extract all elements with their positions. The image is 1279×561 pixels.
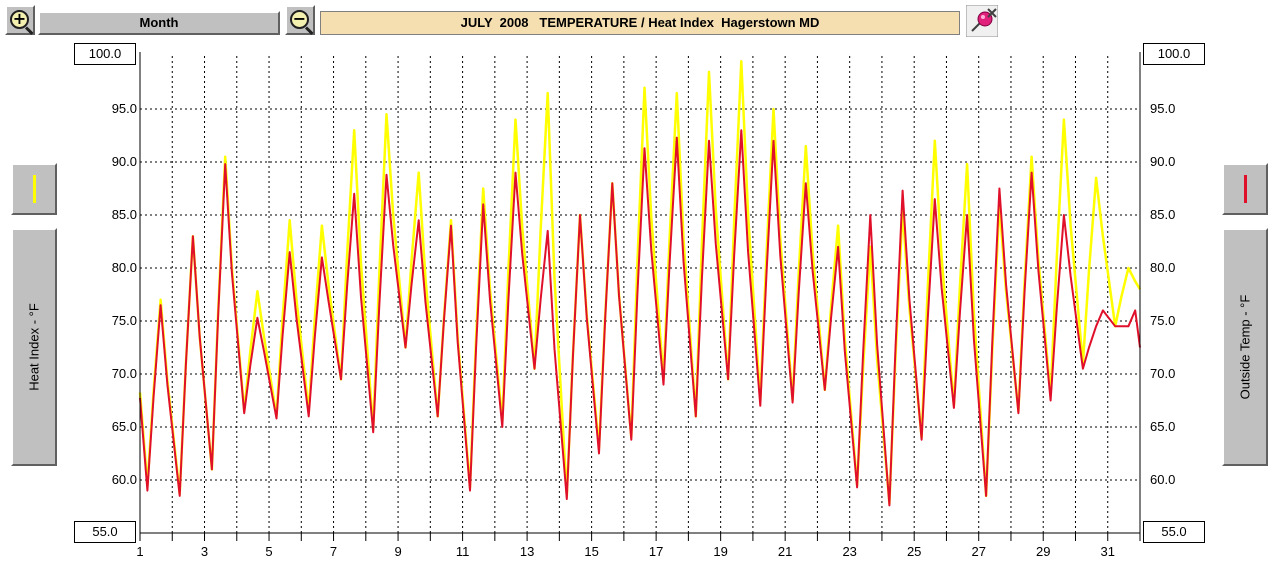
- y-tick-label-right: 65.0: [1150, 419, 1175, 434]
- zoom-out-icon: −: [290, 10, 309, 29]
- x-tick-label: 5: [265, 544, 272, 559]
- x-tick-label: 15: [584, 544, 598, 559]
- y-tick-label-left: 85.0: [112, 207, 137, 222]
- series-line: [138, 60, 1142, 505]
- left-axis-max-box[interactable]: 100.0: [74, 43, 136, 65]
- y-tick-label-right: 75.0: [1150, 313, 1175, 328]
- outside-temp-swatch: [1244, 175, 1247, 203]
- x-tick-label: 11: [456, 544, 470, 559]
- x-tick-label: 9: [394, 544, 401, 559]
- chart-grid: [140, 56, 1140, 533]
- left-axis-min-box[interactable]: 55.0: [74, 521, 136, 543]
- x-tick-labels: 1 3 5 7 9 11 13 15 17 19 21 23 25 27 29 31: [136, 533, 1141, 559]
- plot-frame: [139, 52, 1141, 534]
- y-tick-labels: 95.0 95.0 90.0 90.0 85.0 85.0 80.0 80.0 75.0 75.0…: [112, 101, 1176, 487]
- y-tick-label-left: 75.0: [112, 313, 137, 328]
- y-tick-label-left: 90.0: [112, 154, 137, 169]
- zoom-in-icon: +: [10, 10, 29, 29]
- x-tick-label: 19: [713, 544, 727, 559]
- y-tick-label-left: 80.0: [112, 260, 137, 275]
- x-tick-label: 7: [330, 544, 337, 559]
- heat-index-series-button[interactable]: [11, 163, 57, 215]
- x-tick-label: 29: [1036, 544, 1050, 559]
- x-tick-label: 3: [201, 544, 208, 559]
- y-tick-label-left: 60.0: [112, 472, 137, 487]
- y-tick-label-left: 65.0: [112, 419, 137, 434]
- zoom-out-button[interactable]: −: [285, 5, 315, 35]
- chart-series: [138, 60, 1142, 507]
- x-tick-label: 23: [842, 544, 856, 559]
- outside-temp-axis-button[interactable]: Outside Temp - °F: [1222, 228, 1268, 466]
- y-tick-label-right: 80.0: [1150, 260, 1175, 275]
- x-tick-label: 31: [1101, 544, 1115, 559]
- right-axis-max-box[interactable]: 100.0: [1143, 43, 1205, 65]
- y-tick-label-right: 85.0: [1150, 207, 1175, 222]
- heat-index-swatch: [33, 175, 36, 203]
- zoom-in-button[interactable]: +: [5, 5, 35, 35]
- heat-index-axis-button[interactable]: Heat Index - °F: [11, 228, 57, 466]
- period-selector[interactable]: Month: [38, 11, 280, 35]
- y-tick-label-right: 95.0: [1150, 101, 1175, 116]
- x-tick-label: 21: [778, 544, 792, 559]
- y-tick-label-right: 70.0: [1150, 366, 1175, 381]
- x-tick-label: 1: [136, 544, 143, 559]
- right-axis-min-box[interactable]: 55.0: [1143, 521, 1205, 543]
- y-tick-label-left: 95.0: [112, 101, 137, 116]
- x-tick-label: 27: [971, 544, 985, 559]
- y-tick-label-right: 60.0: [1150, 472, 1175, 487]
- chart-title: JULY 2008 TEMPERATURE / Heat Index Hager…: [320, 11, 960, 35]
- pin-icon[interactable]: [965, 4, 999, 38]
- x-tick-label: 13: [520, 544, 534, 559]
- outside-temp-series-button[interactable]: [1222, 163, 1268, 215]
- y-tick-label-left: 70.0: [112, 366, 137, 381]
- x-tick-label: 17: [649, 544, 663, 559]
- x-tick-label: 25: [907, 544, 921, 559]
- y-tick-label-right: 90.0: [1150, 154, 1175, 169]
- series-line: [139, 129, 1141, 507]
